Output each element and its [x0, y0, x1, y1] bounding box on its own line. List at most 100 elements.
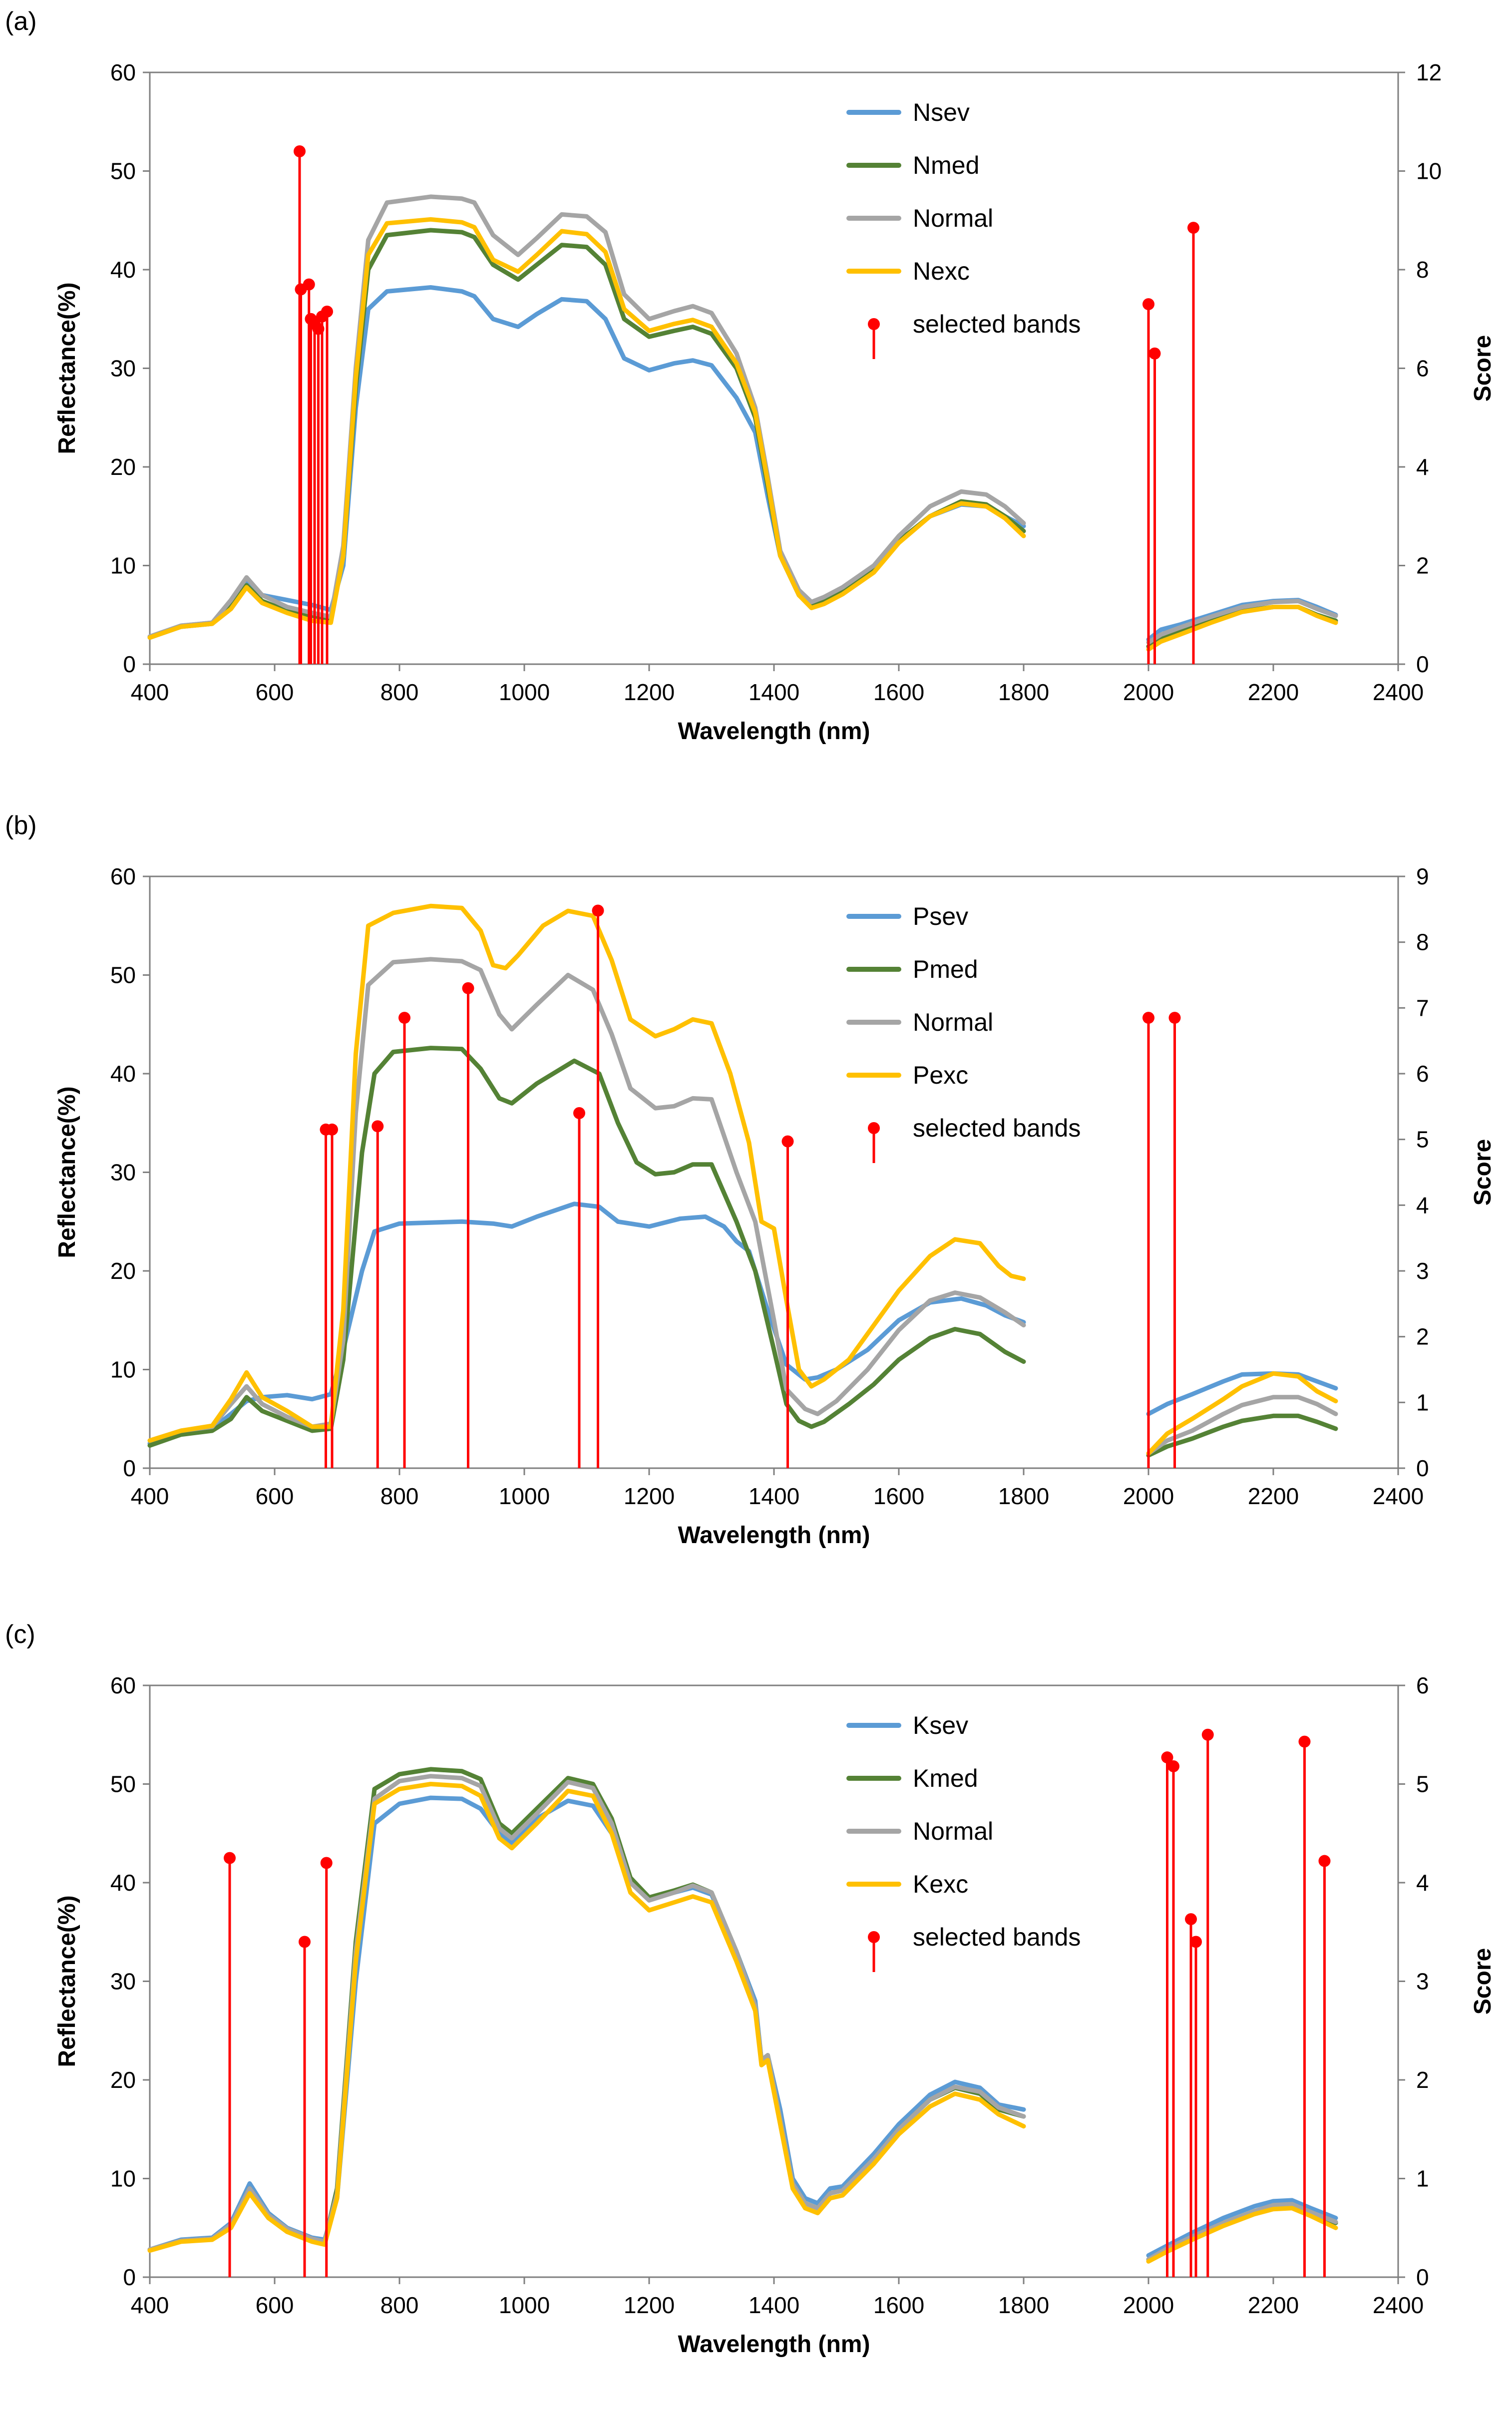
series-line-kmed-segment1 — [147, 1767, 1026, 2252]
legend-label: selected bands — [913, 1923, 1081, 1951]
legend-swatch-marker — [868, 1931, 880, 1943]
x-axis-label: Wavelength (nm) — [678, 2331, 870, 2358]
legend-label: Pexc — [913, 1061, 968, 1089]
y2-tick-label: 12 — [1416, 59, 1442, 85]
legend-swatch-marker — [868, 318, 880, 330]
x-tick-label: 1200 — [624, 1483, 675, 1509]
y-tick-label: 20 — [110, 454, 136, 480]
selected-band-marker — [1142, 298, 1154, 311]
chart-panel-a: (a) 400 600 800 1000 1200 1400 1600 1800 2000 2200… — [0, 0, 1512, 799]
legend-label: Normal — [913, 1008, 993, 1036]
x-tick-label: 600 — [256, 1483, 294, 1509]
selected-band-marker — [303, 278, 315, 291]
y2-tick-label: 3 — [1416, 1969, 1429, 1995]
legend-label: selected bands — [913, 310, 1081, 338]
x-tick-label: 800 — [380, 679, 419, 705]
y-tick-label: 40 — [110, 1870, 136, 1896]
y2-tick-label: 6 — [1416, 1061, 1429, 1087]
y2-tick-label: 1 — [1416, 2166, 1429, 2192]
y-tick-label: 30 — [110, 1969, 136, 1995]
x-tick-label: 1000 — [499, 679, 550, 705]
y2-tick-label: 0 — [1416, 651, 1429, 677]
selected-band-marker — [224, 1852, 236, 1864]
selected-band-marker — [372, 1120, 384, 1133]
x-tick-label: 1200 — [624, 679, 675, 705]
series-line-nsev-segment1 — [147, 285, 1026, 639]
y-tick-label: 30 — [110, 1160, 136, 1186]
legend-label: Nmed — [913, 151, 979, 179]
chart-svg: (a)400 600 800 1000 1200 1400 1600 1800 2000 2200… — [5, 7, 1496, 745]
y-axis-label: Reflectance(%) — [54, 282, 80, 454]
x-tick-label: 1800 — [998, 679, 1049, 705]
selected-band-marker — [1167, 1760, 1179, 1772]
y-tick-label: 20 — [110, 1258, 136, 1284]
y2-tick-label: 4 — [1416, 454, 1429, 480]
panel-label: (b) — [5, 811, 37, 840]
y2-axis-label: Score — [1470, 1948, 1496, 2014]
series-line-nexc-segment2 — [1146, 605, 1338, 652]
x-tick-label: 1600 — [873, 679, 924, 705]
y-tick-label: 0 — [123, 2264, 136, 2290]
y2-tick-label: 2 — [1416, 1324, 1429, 1350]
y2-tick-label: 10 — [1416, 158, 1442, 184]
y2-tick-label: 9 — [1416, 863, 1429, 889]
x-tick-label: 400 — [131, 1483, 169, 1509]
y2-axis-label: Score — [1470, 1139, 1496, 1206]
panel-label: (a) — [5, 7, 37, 36]
y2-tick-label: 0 — [1416, 2264, 1429, 2290]
selected-band-marker — [1190, 1936, 1202, 1948]
selected-band-marker — [398, 1012, 410, 1024]
y-tick-label: 50 — [110, 158, 136, 184]
x-tick-label: 2200 — [1248, 2292, 1299, 2318]
y2-axis-label: Score — [1470, 335, 1496, 402]
x-tick-label: 2000 — [1123, 679, 1174, 705]
selected-band-marker — [299, 1936, 311, 1948]
y-tick-label: 0 — [123, 651, 136, 677]
selected-band-marker — [1298, 1735, 1311, 1748]
y2-tick-label: 5 — [1416, 1771, 1429, 1797]
y2-tick-label: 6 — [1416, 1672, 1429, 1698]
x-tick-label: 2200 — [1248, 679, 1299, 705]
y-tick-label: 50 — [110, 1771, 136, 1797]
series-line-kexc-segment1 — [147, 1782, 1026, 2253]
y-tick-label: 50 — [110, 962, 136, 988]
selected-band-marker — [320, 1857, 333, 1869]
x-tick-label: 800 — [380, 1483, 419, 1509]
y-tick-label: 40 — [110, 257, 136, 283]
legend-label: Normal — [913, 1817, 993, 1845]
chart-svg: (b)400 600 800 1000 1200 1400 1600 1800 2000 2200… — [5, 811, 1496, 1549]
x-tick-label: 1600 — [873, 2292, 924, 2318]
x-tick-label: 1600 — [873, 1483, 924, 1509]
y-tick-label: 20 — [110, 2067, 136, 2093]
legend-label: Kmed — [913, 1764, 978, 1792]
y2-tick-label: 5 — [1416, 1127, 1429, 1153]
series-line-ksev-segment1 — [147, 1795, 1026, 2252]
x-tick-label: 1200 — [624, 2292, 675, 2318]
legend-label: Ksev — [913, 1711, 968, 1739]
x-tick-label: 1800 — [998, 1483, 1049, 1509]
y-tick-label: 60 — [110, 1672, 136, 1698]
x-tick-label: 1400 — [749, 1483, 799, 1509]
selected-band-marker — [326, 1123, 338, 1136]
selected-band-marker — [592, 904, 604, 917]
y2-tick-label: 3 — [1416, 1258, 1429, 1284]
y2-tick-label: 2 — [1416, 2067, 1429, 2093]
y2-tick-label: 1 — [1416, 1389, 1429, 1415]
legend-label: Nsev — [913, 98, 970, 126]
chart-panel-c: (c) 400 600 800 1000 1200 1400 1600 1800 2000 2200… — [0, 1613, 1512, 2412]
y-tick-label: 30 — [110, 356, 136, 382]
legend-label: Psev — [913, 902, 968, 930]
chart-panel-b: (b) 400 600 800 1000 1200 1400 1600 1800 2000 2200… — [0, 804, 1512, 1603]
selected-band-marker — [1142, 1012, 1154, 1024]
y2-tick-label: 8 — [1416, 929, 1429, 955]
y-tick-label: 10 — [110, 2166, 136, 2192]
selected-band-marker — [781, 1135, 794, 1148]
x-tick-label: 1000 — [499, 2292, 550, 2318]
legend-label: selected bands — [913, 1114, 1081, 1142]
x-tick-label: 400 — [131, 679, 169, 705]
y2-tick-label: 0 — [1416, 1455, 1429, 1481]
selected-band-marker — [1185, 1913, 1197, 1926]
selected-band-marker — [1148, 347, 1161, 360]
y2-tick-label: 8 — [1416, 257, 1429, 283]
legend-swatch-marker — [868, 1122, 880, 1134]
